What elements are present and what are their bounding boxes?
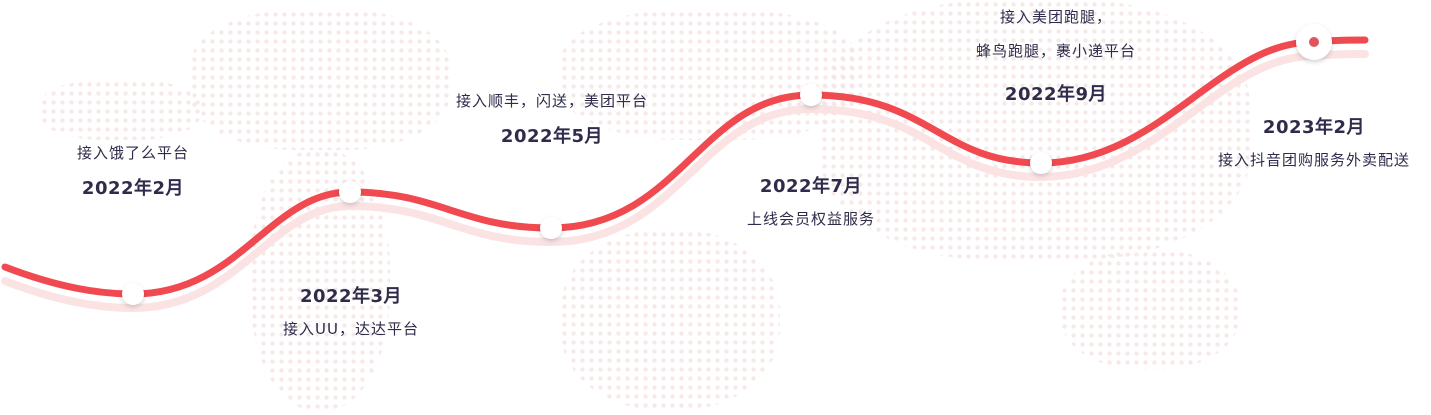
milestone-date: 2022年2月 [81, 178, 185, 199]
milestone-desc: 蜂鸟跑腿，裹小递平台 [975, 42, 1137, 60]
map-dots [1060, 250, 1240, 370]
milestone-desc: 接入UU，达达平台 [283, 320, 419, 338]
map-dots [820, 0, 1250, 260]
milestone-date: 2022年7月 [759, 176, 863, 197]
map-dots [560, 10, 860, 140]
timeline-node [339, 181, 361, 203]
timeline-node [540, 217, 562, 239]
milestone-2022-02: 接入饿了么平台 2022年2月 [77, 138, 189, 200]
milestone-2022-03: 2022年3月 接入UU，达达平台 [283, 282, 419, 344]
milestone-date: 2022年9月 [1004, 84, 1108, 105]
milestone-date: 2023年2月 [1262, 117, 1366, 138]
milestone-desc: 上线会员权益服务 [746, 210, 876, 228]
curve-line [1, 36, 1369, 298]
milestone-date: 2022年3月 [299, 286, 403, 307]
map-dots [190, 10, 450, 150]
timeline-node [122, 283, 144, 305]
milestone-2022-05: 接入顺丰，闪送，美团平台 2022年5月 [456, 86, 648, 148]
milestone-desc: 接入饿了么平台 [76, 144, 190, 162]
milestone-2022-09: 接入美团跑腿， 蜂鸟跑腿，裹小递平台 2022年9月 [976, 2, 1136, 106]
timeline-node-current-dot [1309, 37, 1319, 47]
map-dots [40, 80, 200, 140]
milestone-2022-07: 2022年7月 上线会员权益服务 [747, 172, 875, 234]
timeline-node [800, 84, 822, 106]
milestone-2023-02: 2023年2月 接入抖音团购服务外卖配送 [1218, 113, 1410, 175]
timeline-node [1030, 152, 1052, 174]
milestone-desc: 接入顺丰，闪送，美团平台 [455, 92, 649, 110]
curve-shadow [1, 50, 1369, 313]
map-dots [560, 230, 780, 410]
milestone-date: 2022年5月 [500, 126, 604, 147]
milestone-desc: 接入美团跑腿， [999, 8, 1113, 26]
milestone-desc: 接入抖音团购服务外卖配送 [1217, 151, 1411, 169]
